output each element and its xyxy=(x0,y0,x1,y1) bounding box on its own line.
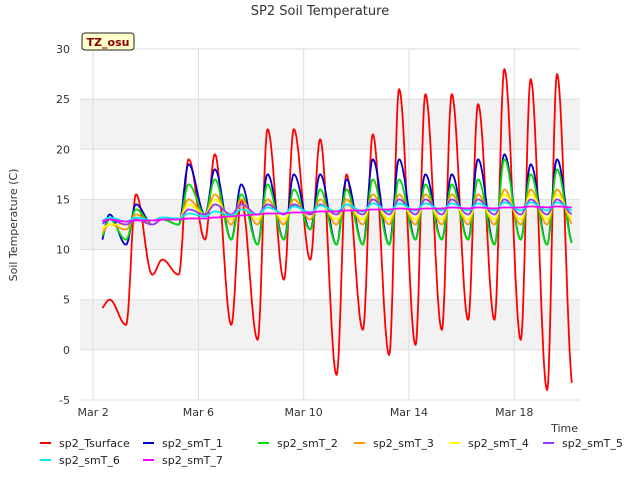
axis-ticks: -5 0 5 10 15 20 25 30 Mar 2 Mar 6 Mar 10 Mar 14 Mar … xyxy=(56,43,533,419)
legend-label-sp2_smT_4: sp2_smT_4 xyxy=(468,437,529,450)
x-tick-label: Mar 14 xyxy=(390,406,428,419)
x-tick-label: Mar 18 xyxy=(495,406,533,419)
site-badge-label: TZ_osu xyxy=(87,36,130,49)
legend-label-sp2_smT_5: sp2_smT_5 xyxy=(562,437,623,450)
series-line-sp2_Tsurface xyxy=(101,68,573,391)
series-line-sp2_smT_2 xyxy=(101,158,573,246)
legend-label-sp2_Tsurface: sp2_Tsurface xyxy=(59,437,130,450)
grid-lines xyxy=(80,48,580,401)
band xyxy=(80,349,580,400)
y-axis-title: Soil Temperature (C) xyxy=(7,169,20,282)
legend-label-sp2_smT_3: sp2_smT_3 xyxy=(373,437,434,450)
y-tick-label: 25 xyxy=(56,93,70,106)
legend-label-sp2_smT_2: sp2_smT_2 xyxy=(277,437,338,450)
y-tick-label: 20 xyxy=(56,143,70,156)
y-tick-label: 30 xyxy=(56,43,70,56)
x-tick-label: Mar 2 xyxy=(78,406,109,419)
site-badge: TZ_osu xyxy=(81,32,135,51)
legend-label-sp2_smT_6: sp2_smT_6 xyxy=(59,454,120,467)
legend-label-sp2_smT_7: sp2_smT_7 xyxy=(162,454,223,467)
x-tick-label: Mar 6 xyxy=(183,406,214,419)
band xyxy=(80,149,580,200)
chart-title: SP2 Soil Temperature xyxy=(251,4,389,19)
y-tick-label: 10 xyxy=(56,244,70,257)
y-tick-label: 15 xyxy=(56,193,70,206)
y-tick-label: 0 xyxy=(63,344,70,357)
legend-label-sp2_smT_1: sp2_smT_1 xyxy=(162,437,223,450)
x-axis-title: Time xyxy=(550,422,578,435)
series-lines xyxy=(101,68,573,391)
x-tick-label: Mar 10 xyxy=(285,406,323,419)
y-tick-label: -5 xyxy=(59,394,70,407)
band xyxy=(80,49,580,100)
band xyxy=(80,99,580,150)
y-tick-label: 5 xyxy=(63,294,70,307)
legend: sp2_Tsurface sp2_smT_1 sp2_smT_2 sp2_smT_3 s… xyxy=(40,437,623,467)
series-line-sp2_smT_7 xyxy=(102,205,573,223)
